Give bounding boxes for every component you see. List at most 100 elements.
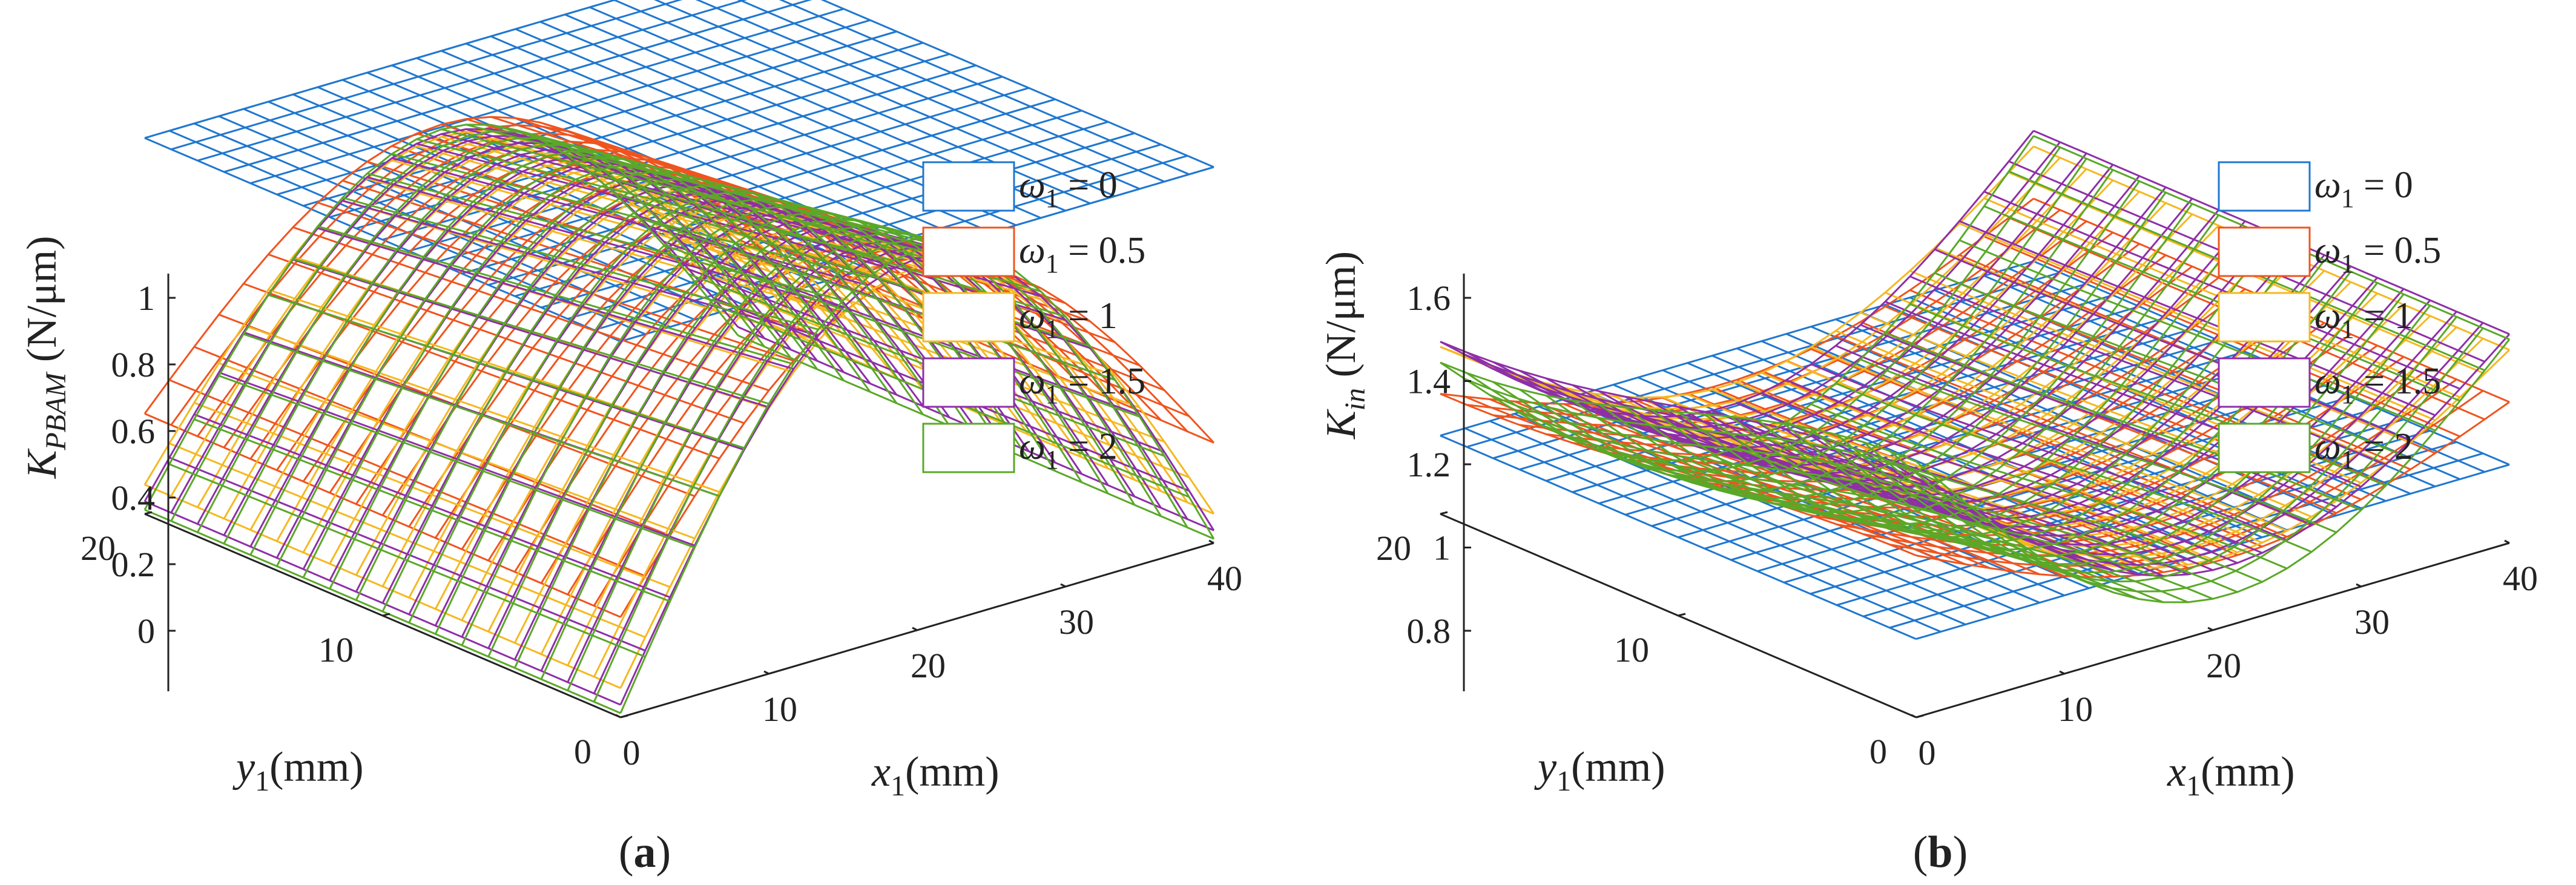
a-legend-swatch (922, 357, 1015, 408)
a-surface-line (218, 362, 696, 539)
b-x-tick (2504, 539, 2510, 544)
a-surface-line (619, 253, 1215, 705)
a-surface-line (144, 413, 621, 618)
a-surface-line (218, 371, 696, 547)
a-surface-line (292, 258, 769, 405)
b-legend-swatch (2218, 161, 2311, 212)
a-surface-line (367, 177, 843, 315)
panel-b-legend: ω1 = 0 ω1 = 0.5 ω1 = 1 ω1 = 1.5 ω1 = 2 (2218, 161, 2441, 475)
b-y-tick (1916, 714, 1924, 719)
panel-b-surfaces (1440, 130, 2511, 640)
b-z-tick-label: 0.8 (1407, 611, 1451, 651)
a-legend-swatch (922, 292, 1015, 343)
panel-a-z-axis-label: KPBAM (N/μm) (19, 236, 72, 479)
a-surface-line (515, 28, 992, 234)
a-surface-line (194, 413, 671, 599)
b-y-tick (1440, 511, 1448, 515)
b-surface-line (1489, 394, 1966, 504)
b-x-tick (2207, 627, 2213, 631)
panel-a-caption: (a) (619, 827, 671, 877)
a-surface-line (194, 401, 671, 588)
b-surface-line (1934, 272, 2411, 460)
a-y-tick-label: 20 (81, 528, 116, 568)
a-surface-line (391, 153, 868, 278)
a-surface-line (441, 136, 918, 268)
a-y-tick (144, 511, 153, 515)
b-y-tick-label: 0 (1869, 732, 1887, 771)
b-x-tick-label: 10 (2058, 689, 2093, 729)
panel-a-x-axis-label: x1(mm) (871, 749, 1000, 802)
b-x-tick (1911, 714, 1917, 719)
b-surface-line (1958, 220, 2436, 416)
b-surface-line (1761, 435, 2238, 593)
b-surface-line (1786, 421, 2263, 583)
a-surface-line (171, 0, 683, 151)
a-surface-line (317, 225, 794, 365)
panel-a: 0 10 20 30 40 0 10 20 0 0.2 0.4 0.6 0.8 1 KPBAM (N/μm… (19, 0, 1242, 877)
a-surface-line (663, 231, 1141, 409)
a-surface-line (268, 294, 745, 449)
a-surface-line (317, 227, 794, 370)
a-surface-line (169, 442, 646, 638)
a-surface-line (268, 253, 745, 424)
a-x-tick (763, 670, 769, 675)
a-y-tick-label: 0 (574, 732, 591, 771)
panel-b: 0 10 20 30 40 0 10 20 0.8 1 1.2 1.4 1.6 Kin (N/μm) y… (1318, 130, 2538, 877)
a-x-tick-label: 20 (911, 646, 946, 685)
panel-b-x-axis-label: x1(mm) (2167, 749, 2295, 802)
a-legend-label: ω1 = 1.5 (1019, 361, 1145, 409)
a-legend-swatch (922, 423, 1015, 473)
panel-b-z-axis-label: Kin (N/μm) (1318, 251, 1371, 439)
b-legend-swatch (2218, 357, 2311, 408)
a-legend-label: ω1 = 0 (1019, 165, 1118, 213)
b-surface-line (1514, 409, 1991, 523)
b-surface-line (1464, 427, 1942, 633)
a-x-tick-label: 40 (1207, 559, 1242, 598)
a-surface-line (441, 128, 918, 251)
b-legend-swatch (2218, 292, 2311, 343)
a-surface-line (688, 256, 1165, 443)
b-surface-line (1810, 363, 2288, 541)
b-z-tick-label: 1 (1433, 528, 1451, 568)
b-surface-line (1860, 324, 2337, 508)
b-y-tick-label: 20 (1376, 528, 1411, 568)
b-x-tick-label: 40 (2503, 559, 2538, 598)
b-surface-line (1440, 361, 1917, 462)
b-surface-line (1810, 403, 2288, 570)
panel-a-axes: 0 10 20 30 40 0 10 20 0 0.2 0.4 0.6 0.8 1 (81, 274, 1242, 772)
a-surface-line (194, 418, 671, 602)
a-surface-line (367, 173, 843, 301)
b-legend-label: ω1 = 0 (2314, 165, 2413, 213)
a-surface-line (391, 159, 868, 294)
a-z-tick-label: 0.2 (111, 545, 156, 584)
b-x-tick (2356, 583, 2362, 588)
b-x-tick-label: 0 (1919, 733, 1936, 772)
b-surface-line (1934, 248, 2411, 442)
a-legend-label: ω1 = 2 (1019, 426, 1118, 475)
b-surface-line (1885, 332, 2362, 512)
a-z-tick-label: 0 (137, 611, 155, 651)
b-y-tick-label: 10 (1614, 630, 1649, 670)
b-surface-line (1934, 289, 2411, 495)
b-legend-label: ω1 = 0.5 (2314, 230, 2441, 278)
a-surface-line (169, 463, 646, 658)
b-surface-line (1638, 458, 2115, 594)
a-z-tick-label: 0.6 (111, 412, 156, 451)
a-x-tick (1208, 539, 1214, 544)
a-surface-line (144, 137, 621, 343)
a-y-tick-label: 10 (318, 630, 354, 670)
a-surface-line (342, 197, 819, 331)
a-surface-line (639, 217, 1116, 381)
a-x-tick (615, 714, 621, 719)
b-legend-swatch (2218, 423, 2311, 473)
a-surface-line (292, 226, 769, 392)
a-surface-line (317, 202, 794, 362)
b-surface-line (1662, 416, 2140, 576)
a-surface-line (466, 42, 943, 248)
panel-a-y-axis-label: y1(mm) (232, 744, 364, 797)
b-legend-swatch (2218, 226, 2311, 277)
a-z-tick-label: 1 (137, 278, 155, 318)
a-x-tick-label: 30 (1059, 602, 1094, 642)
b-surface-line (1638, 415, 2115, 572)
